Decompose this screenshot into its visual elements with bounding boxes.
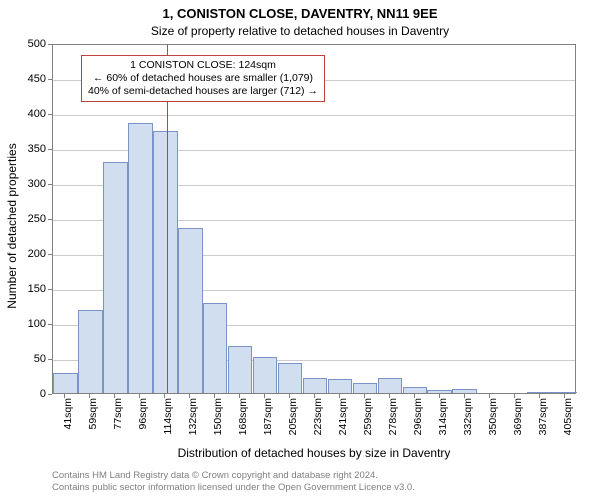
histogram-bar — [53, 373, 78, 393]
histogram-bar — [303, 378, 328, 393]
x-tick-label: 96sqm — [137, 398, 149, 430]
y-tick-mark — [48, 359, 52, 360]
histogram-bar — [427, 390, 452, 393]
histogram-bar — [328, 379, 353, 393]
annotation-box: 1 CONISTON CLOSE: 124sqm← 60% of detache… — [81, 55, 325, 102]
histogram-bar — [178, 228, 203, 393]
y-tick-mark — [48, 114, 52, 115]
histogram-bar — [253, 357, 278, 393]
plot-region: 1 CONISTON CLOSE: 124sqm← 60% of detache… — [52, 44, 576, 394]
histogram-bar — [378, 378, 403, 393]
y-tick-mark — [48, 149, 52, 150]
y-tick-label: 0 — [40, 388, 46, 400]
y-tick-label: 400 — [28, 108, 46, 120]
y-tick-mark — [48, 394, 52, 395]
x-tick-label: 296sqm — [412, 398, 424, 435]
y-axis-title: Number of detached properties — [5, 143, 19, 308]
histogram-bar — [452, 389, 477, 393]
x-tick-label: 187sqm — [262, 398, 274, 435]
x-tick-label: 205sqm — [287, 398, 299, 435]
x-tick-label: 350sqm — [487, 398, 499, 435]
x-tick-label: 369sqm — [512, 398, 524, 435]
histogram-bar — [527, 392, 552, 393]
y-tick-label: 450 — [28, 73, 46, 85]
x-tick-label: 387sqm — [537, 398, 549, 435]
x-tick-label: 332sqm — [462, 398, 474, 435]
footer-line-2: Contains public sector information licen… — [52, 482, 588, 494]
x-tick-label: 59sqm — [87, 398, 99, 430]
y-tick-label: 50 — [34, 353, 46, 365]
y-tick-label: 100 — [28, 318, 46, 330]
y-tick-label: 500 — [28, 38, 46, 50]
x-tick-label: 150sqm — [212, 398, 224, 435]
histogram-bar — [78, 310, 103, 393]
annotation-line: ← 60% of detached houses are smaller (1,… — [88, 72, 318, 85]
histogram-bar — [403, 387, 428, 393]
y-tick-label: 300 — [28, 178, 46, 190]
x-tick-label: 259sqm — [362, 398, 374, 435]
chart-root: 1, CONISTON CLOSE, DAVENTRY, NN11 9EE Si… — [0, 0, 600, 500]
y-tick-label: 350 — [28, 143, 46, 155]
y-tick-mark — [48, 289, 52, 290]
x-tick-label: 114sqm — [162, 398, 174, 435]
x-tick-label: 132sqm — [187, 398, 199, 435]
page-title: 1, CONISTON CLOSE, DAVENTRY, NN11 9EE — [0, 0, 600, 22]
y-tick-label: 200 — [28, 248, 46, 260]
histogram-bar — [228, 346, 253, 393]
x-axis-title: Distribution of detached houses by size … — [52, 446, 576, 460]
annotation-line: 1 CONISTON CLOSE: 124sqm — [88, 59, 318, 72]
chart-area: 1 CONISTON CLOSE: 124sqm← 60% of detache… — [52, 44, 576, 394]
page-subtitle: Size of property relative to detached ho… — [0, 22, 600, 38]
x-tick-label: 41sqm — [62, 398, 74, 430]
x-tick-label: 168sqm — [237, 398, 249, 435]
x-tick-label: 223sqm — [312, 398, 324, 435]
footer-line-1: Contains HM Land Registry data © Crown c… — [52, 470, 588, 482]
y-tick-mark — [48, 44, 52, 45]
footer-credits: Contains HM Land Registry data © Crown c… — [52, 470, 588, 494]
histogram-bar — [552, 392, 577, 393]
y-tick-mark — [48, 324, 52, 325]
x-tick-label: 77sqm — [112, 398, 124, 430]
y-tick-label: 150 — [28, 283, 46, 295]
histogram-bar — [353, 383, 378, 393]
annotation-line: 40% of semi-detached houses are larger (… — [88, 85, 318, 98]
y-tick-mark — [48, 219, 52, 220]
y-tick-mark — [48, 184, 52, 185]
y-tick-label: 250 — [28, 213, 46, 225]
gridline — [53, 115, 575, 116]
histogram-bar — [203, 303, 228, 393]
histogram-bar — [103, 162, 128, 393]
x-tick-label: 241sqm — [337, 398, 349, 435]
histogram-bar — [128, 123, 153, 393]
x-tick-label: 405sqm — [562, 398, 574, 435]
y-tick-mark — [48, 254, 52, 255]
x-tick-label: 278sqm — [387, 398, 399, 435]
y-tick-mark — [48, 79, 52, 80]
histogram-bar — [153, 131, 178, 393]
histogram-bar — [278, 363, 303, 393]
x-tick-label: 314sqm — [437, 398, 449, 435]
